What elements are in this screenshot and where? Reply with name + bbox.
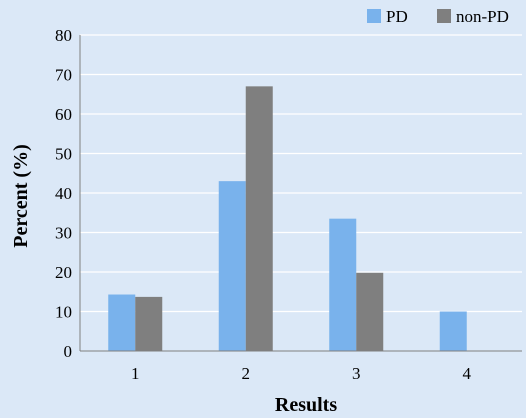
y-tick-label-70: 70 <box>55 66 72 85</box>
y-tick-label-0: 0 <box>64 342 73 361</box>
x-tick-labels: 1 2 3 4 <box>131 364 472 383</box>
y-tick-label-60: 60 <box>55 105 72 124</box>
bars <box>108 86 467 351</box>
y-tick-label-10: 10 <box>55 303 72 322</box>
legend-label-non-pd: non-PD <box>456 7 509 26</box>
x-tick-label-3: 3 <box>352 364 361 383</box>
x-tick-label-1: 1 <box>131 364 140 383</box>
bar-non-pd-3 <box>356 272 384 351</box>
x-tick-label-2: 2 <box>242 364 251 383</box>
x-axis-title: Results <box>275 394 337 416</box>
bar-non-pd-2 <box>245 86 273 351</box>
legend-label-pd: PD <box>386 7 408 26</box>
y-tick-label-40: 40 <box>55 184 72 203</box>
bar-pd-1 <box>108 294 136 351</box>
bar-pd-2 <box>218 181 246 351</box>
y-axis-title: Percent (%) <box>10 144 32 247</box>
legend-swatch-non-pd <box>437 9 451 23</box>
gridlines <box>80 34 522 313</box>
bar-pd-3 <box>329 218 357 351</box>
legend: PD non-PD <box>367 7 509 26</box>
y-tick-label-30: 30 <box>55 224 72 243</box>
y-tick-label-20: 20 <box>55 263 72 282</box>
legend-swatch-pd <box>367 9 381 23</box>
bar-non-pd-1 <box>135 296 163 351</box>
bar-pd-4 <box>439 311 467 351</box>
y-tick-labels: 0 10 20 30 40 50 60 70 80 <box>55 26 72 361</box>
y-tick-label-80: 80 <box>55 26 72 45</box>
y-tick-label-50: 50 <box>55 145 72 164</box>
x-tick-label-4: 4 <box>463 364 472 383</box>
axes <box>79 35 522 352</box>
